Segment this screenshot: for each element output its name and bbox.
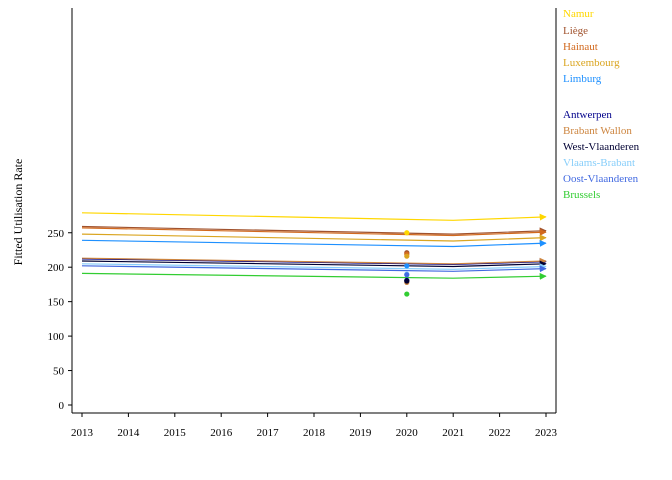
- y-axis-label: Fitted Utilisation Rate: [11, 159, 25, 266]
- series-lines: [81, 212, 547, 280]
- series-line: [81, 227, 547, 237]
- observed-point: [404, 272, 410, 278]
- x-tick-label: 2021: [442, 427, 464, 439]
- observed-point: [404, 278, 410, 284]
- legend-entry: Luxembourg: [563, 57, 620, 69]
- y-tick-label: 150: [48, 297, 65, 309]
- series-line: [81, 225, 547, 235]
- series-line: [81, 212, 547, 221]
- legend: Namur Liège Hainaut Luxembourg Limburg Antwer…: [563, 8, 640, 201]
- y-tick-label: 200: [48, 262, 65, 274]
- y-tick-label: 0: [59, 400, 65, 412]
- x-tick-label: 2017: [257, 427, 280, 439]
- observed-point: [404, 253, 410, 259]
- series-line: [81, 265, 547, 273]
- legend-entry: Limburg: [563, 73, 602, 85]
- series-line: [81, 257, 547, 265]
- observed-points: [404, 230, 410, 297]
- x-tick-label: 2014: [117, 427, 140, 439]
- x-tick-label: 2016: [210, 427, 233, 439]
- series-line: [81, 272, 547, 280]
- series-line: [81, 239, 547, 248]
- y-tick-label: 250: [48, 228, 65, 240]
- observed-point: [404, 291, 410, 297]
- series-line: [81, 260, 547, 268]
- legend-entry: Brabant Wallon: [563, 125, 632, 137]
- legend-entry: Liège: [563, 25, 588, 37]
- series-line: [81, 263, 547, 271]
- series-line: [81, 233, 547, 242]
- legend-entry: Brussels: [563, 189, 600, 201]
- legend-entry: West-Vlaanderen: [563, 141, 640, 153]
- axes: 2013 2014 2015 2016 2017 2018 2019 2020 2021 2022…: [48, 8, 558, 439]
- observed-point: [404, 230, 410, 236]
- observed-point: [404, 263, 410, 269]
- legend-entry: Oost-Vlaanderen: [563, 173, 639, 185]
- y-tick-label: 100: [48, 331, 65, 343]
- x-tick-label: 2018: [303, 427, 326, 439]
- legend-entry: Namur: [563, 8, 594, 20]
- x-tick-label: 2020: [396, 427, 419, 439]
- x-tick-label: 2013: [71, 427, 94, 439]
- x-tick-label: 2019: [349, 427, 372, 439]
- x-tick-label: 2015: [164, 427, 187, 439]
- legend-entry: Hainaut: [563, 41, 598, 53]
- legend-entry: Antwerpen: [563, 109, 612, 121]
- x-tick-label: 2023: [535, 427, 558, 439]
- y-tick-label: 50: [53, 366, 65, 378]
- x-tick-label: 2022: [489, 427, 511, 439]
- legend-entry: Vlaams-Brabant: [563, 157, 635, 169]
